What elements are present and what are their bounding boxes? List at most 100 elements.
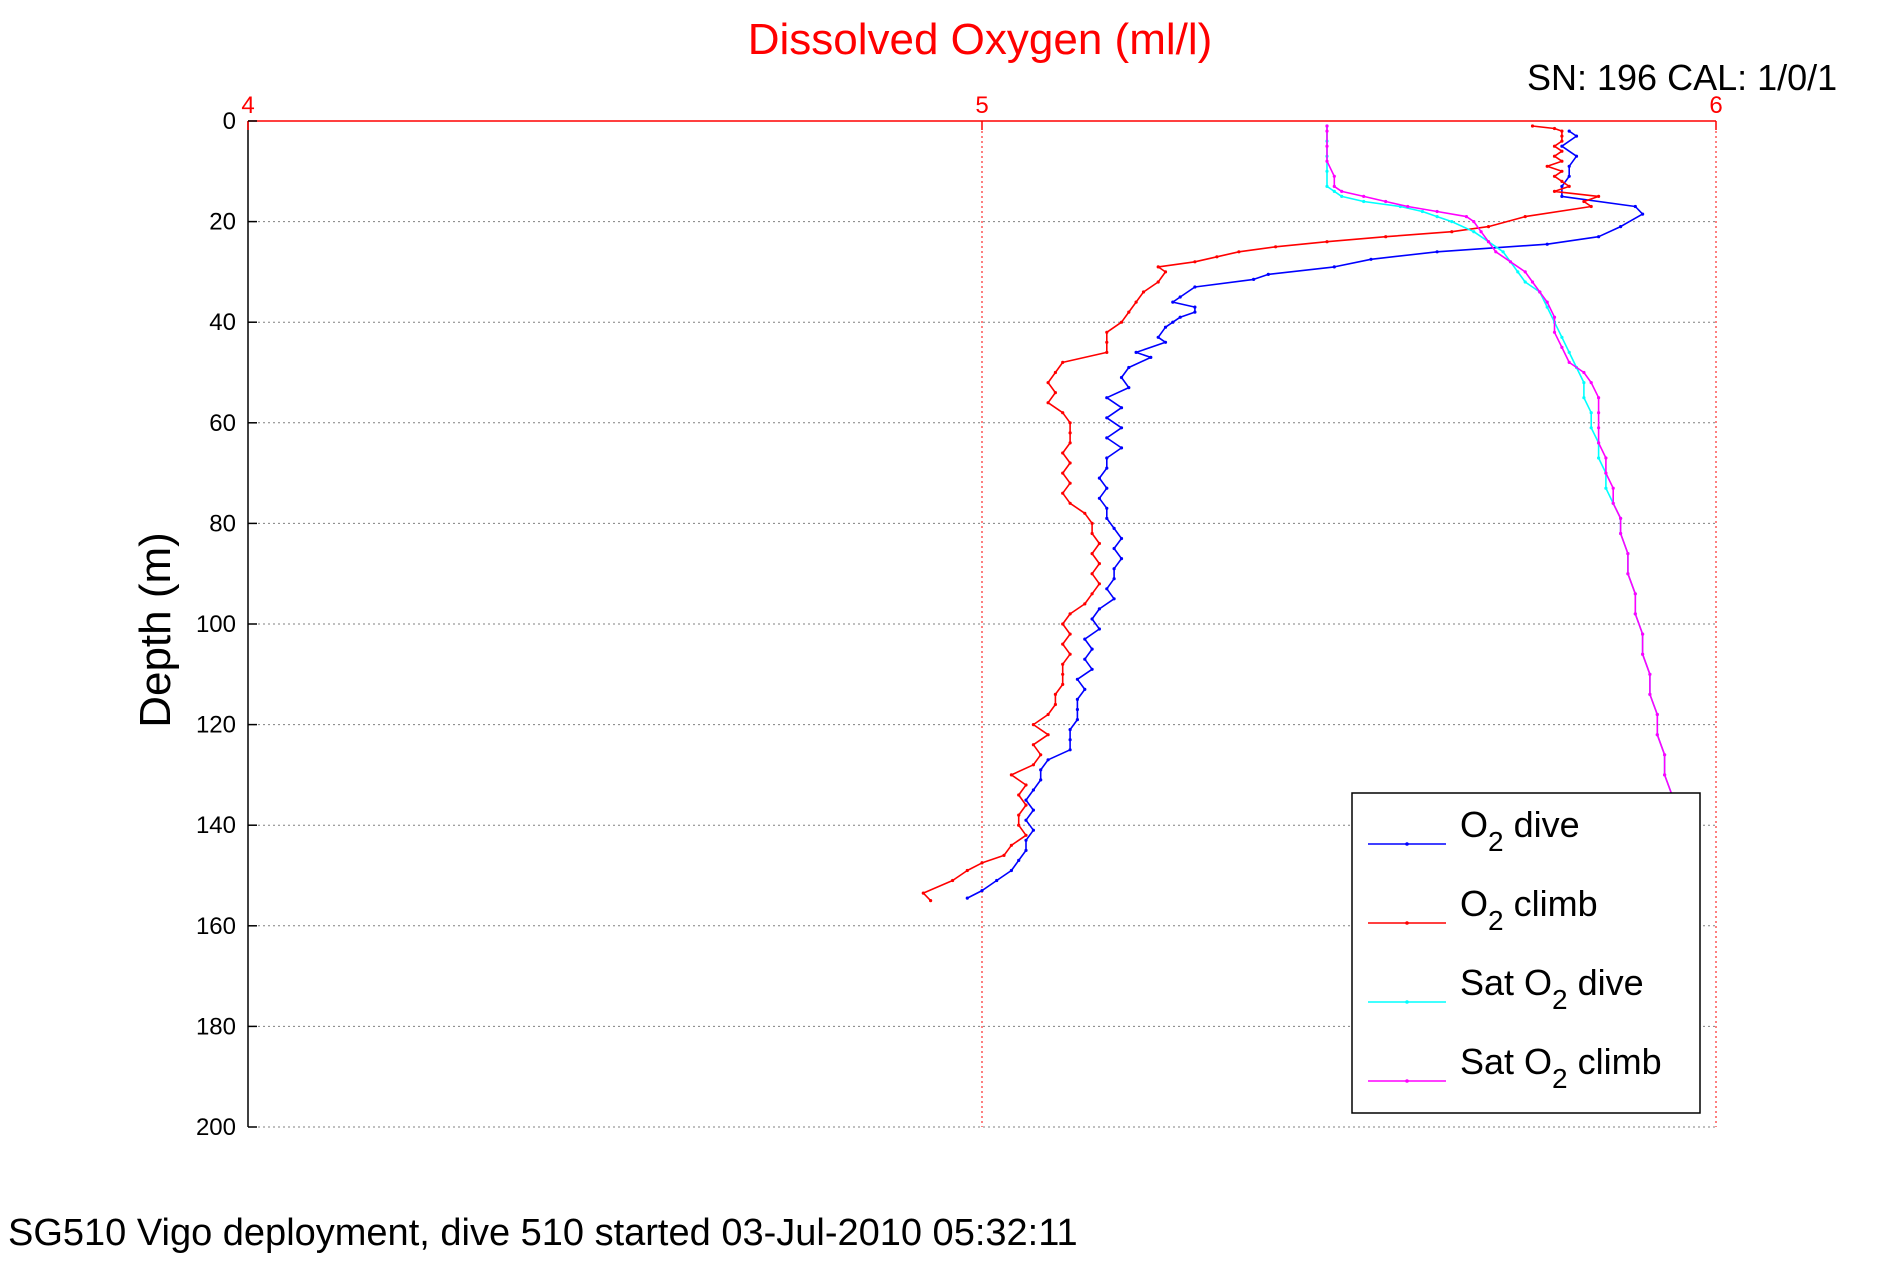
data-point xyxy=(1178,315,1182,319)
legend-marker xyxy=(1405,921,1409,925)
data-point xyxy=(1024,848,1028,853)
data-point xyxy=(1567,184,1571,188)
data-point xyxy=(1024,818,1028,822)
data-point xyxy=(1332,265,1336,269)
data-point xyxy=(1090,531,1094,536)
data-point xyxy=(1472,230,1476,234)
data-point xyxy=(1560,134,1564,138)
data-point xyxy=(1435,209,1439,214)
data-point xyxy=(1274,245,1278,249)
series-2 xyxy=(921,124,1601,903)
data-point xyxy=(1530,124,1535,128)
data-point xyxy=(1237,250,1241,254)
data-point xyxy=(1479,230,1483,234)
data-point xyxy=(1552,330,1557,334)
data-point xyxy=(965,896,969,900)
data-point xyxy=(1560,159,1564,163)
data-point xyxy=(1567,164,1571,168)
y-tick-label: 180 xyxy=(196,1013,236,1040)
data-point xyxy=(995,878,999,883)
y-tick-label: 60 xyxy=(209,410,236,437)
calibration-label: SN: 196 CAL: 1/0/1 xyxy=(1527,57,1837,98)
legend-label: Sat O2 climb xyxy=(1460,1041,1662,1094)
data-point xyxy=(1589,204,1593,209)
data-point xyxy=(1097,607,1101,611)
data-point xyxy=(1589,426,1593,430)
data-point xyxy=(1017,793,1021,797)
data-point xyxy=(1215,255,1219,259)
data-point xyxy=(1024,783,1028,787)
data-point xyxy=(1494,250,1498,254)
legend-label: O2 dive xyxy=(1460,804,1580,857)
data-point xyxy=(1552,315,1557,319)
data-point xyxy=(1083,687,1087,692)
y-tick-label: 20 xyxy=(209,209,236,236)
data-point xyxy=(1362,199,1366,204)
data-point xyxy=(1112,546,1116,551)
data-point xyxy=(1105,456,1109,460)
data-point xyxy=(1574,134,1579,138)
legend-box xyxy=(1351,792,1701,1114)
data-point xyxy=(1501,250,1505,254)
data-point xyxy=(921,891,925,895)
data-point xyxy=(1105,416,1109,420)
data-point xyxy=(1105,506,1109,510)
data-point xyxy=(1384,199,1388,204)
data-point xyxy=(1486,225,1491,229)
data-point xyxy=(1193,310,1197,314)
data-point xyxy=(1105,516,1109,521)
data-point xyxy=(1552,154,1557,158)
data-point xyxy=(1119,536,1124,541)
series-line xyxy=(922,125,1600,902)
data-point xyxy=(1090,572,1094,576)
data-point xyxy=(1560,129,1564,133)
data-point xyxy=(1193,305,1197,309)
data-point xyxy=(1068,441,1072,445)
data-point xyxy=(1552,144,1557,148)
data-point xyxy=(1560,194,1564,198)
data-point xyxy=(1068,612,1072,616)
data-point xyxy=(1046,401,1050,405)
data-point xyxy=(1560,139,1564,143)
data-point xyxy=(1075,677,1079,681)
data-point xyxy=(1633,204,1637,209)
data-point xyxy=(1325,184,1329,188)
data-point xyxy=(1655,733,1659,737)
y-axis-label: Depth (m) xyxy=(131,532,180,728)
data-point xyxy=(1024,798,1028,802)
data-point xyxy=(1626,572,1630,576)
data-point xyxy=(1105,587,1109,591)
data-point xyxy=(1325,169,1329,173)
data-point xyxy=(1127,365,1131,370)
legend-marker xyxy=(1405,1079,1409,1083)
data-point xyxy=(1619,531,1623,536)
data-point xyxy=(1046,733,1050,737)
data-point xyxy=(1619,516,1623,521)
data-point xyxy=(1061,491,1065,495)
footer-caption: SG510 Vigo deployment, dive 510 started … xyxy=(8,1212,1078,1254)
data-point xyxy=(1171,320,1175,324)
data-point xyxy=(1024,803,1028,807)
data-point xyxy=(1141,290,1146,294)
data-point xyxy=(1105,466,1109,470)
data-point xyxy=(1552,126,1557,131)
data-point xyxy=(1582,396,1586,400)
data-point xyxy=(1061,672,1065,676)
y-tick-label: 40 xyxy=(209,309,236,336)
data-point xyxy=(1435,250,1439,254)
legend: O2 dive O2 climb Sat O2 dive Sat O2 climb xyxy=(1351,792,1701,1114)
data-point xyxy=(1611,501,1615,505)
legend-entry-4: Sat O2 climb xyxy=(1368,1041,1662,1094)
data-point xyxy=(1560,169,1564,173)
data-point xyxy=(1009,868,1014,873)
data-point xyxy=(1068,652,1072,656)
data-point xyxy=(1119,446,1124,450)
data-point xyxy=(1567,360,1571,364)
data-point xyxy=(1046,381,1050,385)
data-point xyxy=(1567,174,1571,178)
data-point xyxy=(1560,345,1564,349)
data-point xyxy=(1061,451,1065,455)
data-point xyxy=(1193,285,1197,289)
data-point xyxy=(1112,526,1116,531)
data-point xyxy=(965,868,969,873)
